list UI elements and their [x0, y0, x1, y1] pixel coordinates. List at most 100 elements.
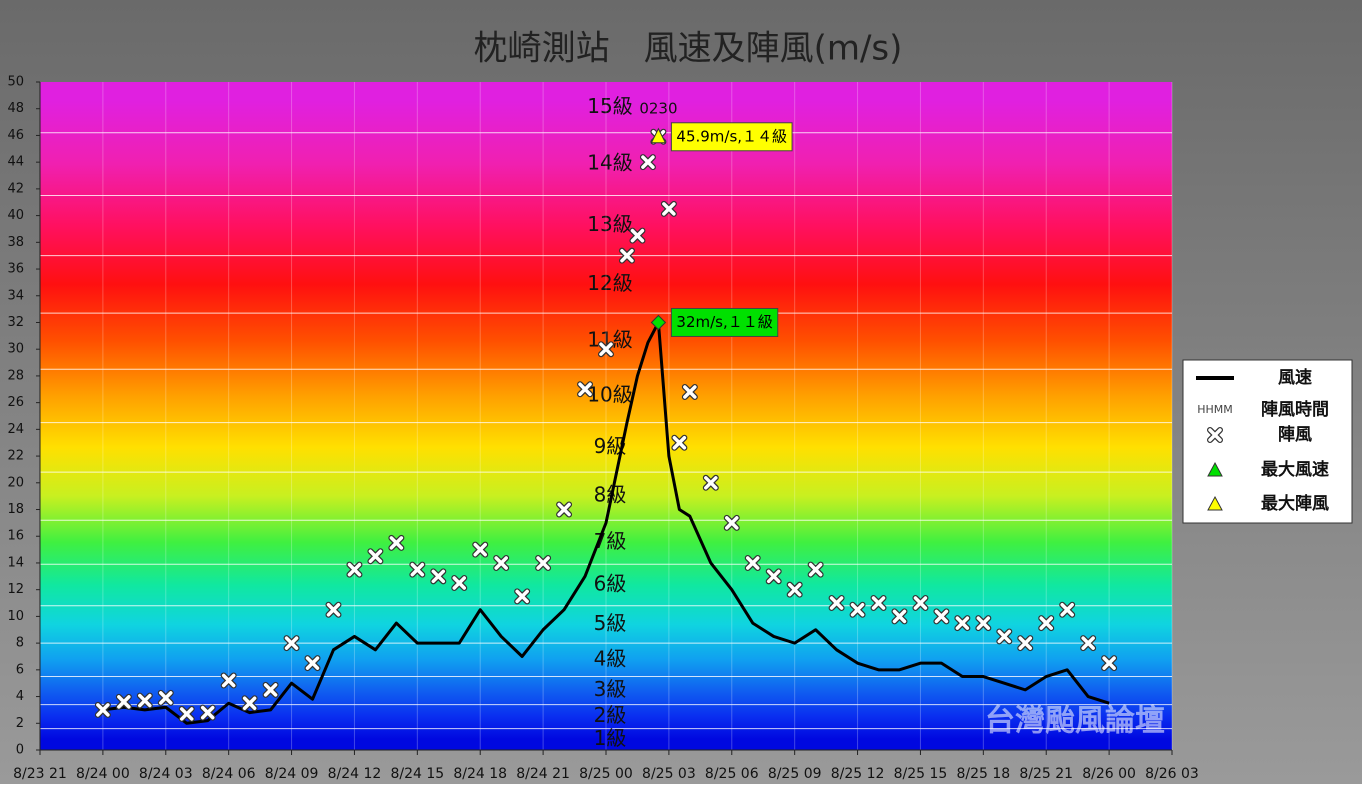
legend-time-symbol: HHMM [1197, 403, 1233, 416]
gust-marker [828, 595, 845, 612]
marker-fill [159, 691, 173, 705]
wind-line [102, 320, 1110, 725]
gust-marker [786, 581, 803, 598]
marker-fill [1081, 636, 1095, 650]
marker-fill [745, 556, 760, 570]
gust-marker [849, 601, 866, 618]
legend-marker [1208, 428, 1222, 442]
marker-fill [536, 556, 550, 570]
marker-fill [96, 703, 110, 717]
gust-marker [744, 554, 761, 571]
marker-fill [305, 656, 320, 670]
marker-fill [599, 342, 613, 356]
gust-marker [451, 575, 468, 591]
y-tick-label: 28 [7, 368, 24, 383]
marker-fill [662, 202, 676, 216]
x-tick-label: 8/24 12 [328, 766, 382, 782]
gust-marker [639, 154, 656, 171]
gust-marker [671, 434, 688, 451]
y-tick-label: 38 [7, 235, 24, 250]
marker-fill [452, 576, 467, 590]
gust-marker [514, 588, 531, 605]
beaufort-label: 6級 [594, 572, 627, 596]
marker-fill [200, 705, 215, 720]
gust-marker [598, 341, 614, 358]
marker-fill [808, 562, 823, 577]
annotation-box [670, 122, 793, 152]
marker-fill [630, 228, 645, 243]
marker-fill [494, 556, 508, 570]
chart-title: 枕崎測站 風速及陣風(m/s) [474, 29, 903, 69]
gust-marker [472, 541, 489, 558]
gust-marker [262, 681, 279, 698]
marker-fill [179, 707, 194, 721]
y-tick-label: 18 [7, 502, 24, 517]
marker-fill [138, 693, 152, 708]
y-tick-label: 26 [7, 395, 24, 410]
y-tick-label: 6 [16, 662, 24, 677]
max-gust-marker [650, 127, 667, 144]
marker-fill [1039, 616, 1053, 630]
gust-marker [702, 474, 719, 491]
y-tick-label: 50 [7, 75, 24, 90]
marker-fill [725, 516, 739, 530]
legend-label: 陣風 [1278, 424, 1312, 445]
gust-marker [618, 247, 635, 264]
legend-label: 陣風時間 [1261, 399, 1329, 420]
gust-marker [241, 695, 258, 712]
gust-marker [304, 655, 321, 672]
gust-time-label: 0230 [639, 99, 677, 117]
y-tick-label: 12 [7, 582, 24, 597]
gust-marker [996, 628, 1013, 645]
gust-marker [430, 568, 447, 585]
marker-fill [242, 696, 257, 710]
x-tick-label: 8/25 15 [894, 766, 948, 782]
y-tick-label: 32 [7, 315, 24, 330]
gust-marker [1080, 635, 1097, 652]
marker-fill [787, 582, 802, 597]
beaufort-label: 12級 [587, 271, 632, 295]
x-tick-label: 8/24 09 [265, 766, 319, 782]
annotation-box [670, 307, 779, 337]
y-tick-label: 36 [7, 262, 24, 277]
marker-fill [347, 562, 362, 577]
marker-fill [641, 155, 655, 169]
annotation-text: 45.9m/s,１４級 [676, 127, 787, 145]
annotation-text: 32m/s,１１級 [676, 313, 772, 331]
marker-fill [284, 636, 299, 650]
marker-fill [955, 616, 970, 630]
marker-fill [263, 683, 278, 697]
gust-marker [199, 704, 216, 721]
x-tick-label: 8/24 18 [453, 766, 507, 782]
plot-area [40, 82, 1172, 750]
y-tick-label: 4 [16, 689, 24, 704]
y-tick-label: 46 [7, 128, 24, 143]
gust-marker [912, 595, 929, 612]
x-tick-label: 8/25 06 [705, 766, 759, 782]
gust-marker [409, 561, 426, 578]
marker-fill [1102, 656, 1116, 670]
y-tick-label: 2 [16, 716, 24, 731]
marker-fill [871, 596, 886, 610]
x-tick-label: 8/24 21 [516, 766, 570, 782]
x-tick-label: 8/25 21 [1019, 766, 1073, 782]
gust-marker [325, 601, 342, 618]
gust-marker [115, 693, 132, 710]
gust-marker [629, 227, 646, 244]
gust-marker [283, 635, 300, 652]
gust-marker [94, 701, 111, 718]
x-tick-label: 8/25 03 [642, 766, 696, 782]
y-tick-label: 14 [7, 555, 24, 570]
gust-marker [493, 554, 510, 571]
gust-marker [367, 548, 384, 565]
marker-fill [683, 385, 697, 399]
x-tick-label: 8/24 03 [139, 766, 193, 782]
gust-marker [870, 595, 887, 612]
x-tick-label: 8/25 00 [579, 766, 633, 782]
y-tick-label: 16 [7, 529, 24, 544]
gust-marker [1059, 601, 1076, 618]
legend-label: 風速 [1278, 367, 1312, 388]
marker-fill [976, 616, 991, 630]
marker-fill [672, 435, 687, 450]
